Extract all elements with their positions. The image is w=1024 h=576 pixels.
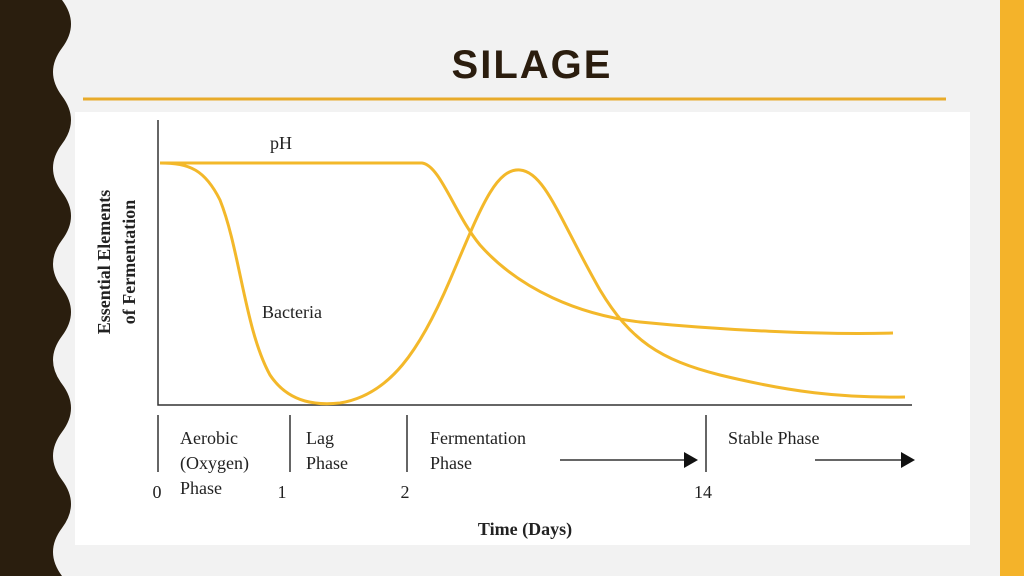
tick-label: 14	[694, 482, 712, 502]
phase-label: Lag	[306, 428, 334, 448]
phase-label: Phase	[180, 478, 222, 498]
y-label: Essential Elements	[94, 190, 114, 335]
y-label: of Fermentation	[119, 200, 139, 324]
slide-title: SILAGE	[452, 43, 613, 87]
bacteria-curve	[159, 161, 906, 406]
tick-label: 0	[153, 482, 162, 502]
figure-area	[75, 112, 970, 545]
phase-label: Phase	[430, 453, 472, 473]
arrow-head	[901, 452, 915, 468]
axes	[157, 120, 912, 406]
right-band	[1000, 0, 1024, 576]
curve-label: pH	[270, 133, 292, 153]
ph-curve	[160, 161, 894, 335]
x-label: Time (Days)	[478, 519, 572, 540]
curve-label: Bacteria	[262, 302, 322, 322]
phase-label: Fermentation	[430, 428, 526, 448]
tick-label: 2	[401, 482, 410, 502]
phase-label: Aerobic	[180, 428, 238, 448]
figure: pH Bacteria Essential Elements of Fermen…	[94, 120, 915, 540]
arrow-head	[684, 452, 698, 468]
phase-label: Phase	[306, 453, 348, 473]
tick-label: 1	[278, 482, 287, 502]
side-band	[0, 0, 71, 576]
phase-label: (Oxygen)	[180, 453, 249, 474]
phase-label: Stable Phase	[728, 428, 820, 448]
phase-dividers	[157, 415, 905, 472]
